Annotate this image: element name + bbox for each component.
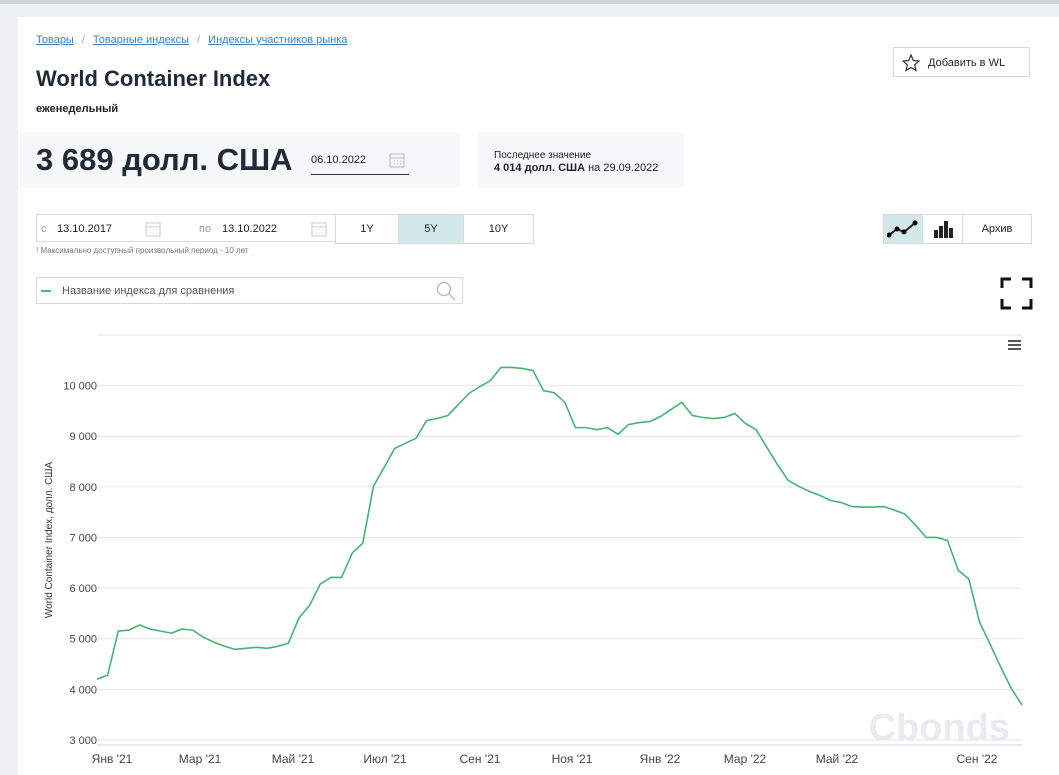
crumb[interactable]: Товарные индексы [74, 34, 189, 46]
x-tick-label: Мар '22 [724, 752, 767, 766]
from-date: 13.10.2017 [57, 223, 113, 235]
from-label: с [41, 223, 47, 235]
last-date: на 29.09.2022 [588, 162, 659, 174]
frequency: еженедельный [36, 103, 119, 115]
last-label: Последнее значение [494, 150, 592, 161]
quote-value: 3 689 долл. США [36, 142, 293, 177]
date-input[interactable]: 06.10.2022 [311, 152, 409, 175]
search-placeholder: Название индекса для сравнения [62, 285, 235, 297]
y-tick-label: 10 000 [63, 381, 97, 393]
bar-view-button[interactable] [922, 214, 963, 244]
crumb[interactable]: Товары [36, 34, 74, 46]
line-view-button[interactable] [883, 214, 923, 244]
breadcrumbs: ТоварыТоварные индексыИндексы участников… [36, 34, 347, 46]
menu-icon[interactable] [1008, 340, 1021, 350]
title: World Container Index [36, 66, 271, 91]
period-note: ! Максимально доступный произвольный пер… [36, 246, 249, 255]
series-swatch [41, 290, 51, 292]
compare-search[interactable]: Название индекса для сравнения [36, 277, 463, 304]
search-icon [436, 281, 456, 301]
y-tick-label: 6 000 [69, 583, 97, 595]
y-tick-label: 5 000 [69, 634, 97, 646]
crumb[interactable]: Индексы участников рынка [189, 34, 347, 46]
period-button[interactable]: 10Y [463, 214, 534, 244]
calendar-icon [145, 222, 161, 237]
x-tick-label: Сен '21 [460, 752, 501, 766]
x-tick-label: Июл '21 [363, 752, 407, 766]
y-tick-label: 3 000 [69, 735, 97, 747]
date-value: 06.10.2022 [311, 154, 367, 166]
last-value-line: 4 014 долл. США на 29.09.2022 [494, 162, 658, 174]
period-button[interactable]: 5Y [398, 214, 464, 244]
to-label: по [199, 223, 212, 235]
x-tick-label: Май '22 [816, 752, 859, 766]
y-tick-label: 7 000 [69, 532, 97, 544]
add-wl-button[interactable]: Добавить в WL [893, 47, 1030, 77]
period-field[interactable]: с 13.10.2017 по 13.10.2022 [36, 214, 336, 242]
to-date: 13.10.2022 [222, 223, 278, 235]
top-bar [0, 0, 1059, 4]
x-tick-label: Ноя '21 [552, 752, 593, 766]
chart: Cbonds World Container Index, долл. США … [44, 334, 1023, 766]
fullscreen-icon[interactable] [1000, 277, 1033, 310]
line-icon [886, 220, 918, 238]
y-tick-label: 4 000 [69, 684, 97, 696]
last-value: 4 014 долл. США [494, 162, 586, 174]
period-button[interactable]: 1Y [335, 214, 399, 244]
last-value-box: Последнее значение 4 014 долл. США на 29… [478, 133, 684, 187]
add-wl-label: Добавить в WL [928, 57, 1006, 69]
x-tick-label: Янв '21 [92, 752, 133, 766]
y-tick-label: 8 000 [69, 482, 97, 494]
y-axis-label: World Container Index, долл. США [44, 462, 55, 619]
archive-button[interactable]: Архив [962, 214, 1032, 244]
quote-box [20, 133, 460, 187]
watermark: Cbonds [869, 707, 1010, 749]
star-icon [902, 54, 920, 72]
x-tick-label: Мар '21 [179, 752, 222, 766]
x-tick-label: Май '21 [272, 752, 315, 766]
y-tick-label: 9 000 [69, 431, 97, 443]
calendar-icon [389, 153, 405, 168]
x-tick-label: Янв '22 [640, 752, 681, 766]
series-line [96, 366, 1023, 706]
bar-icon [933, 221, 953, 238]
x-tick-label: Сен '22 [957, 752, 998, 766]
calendar-icon [311, 222, 327, 237]
